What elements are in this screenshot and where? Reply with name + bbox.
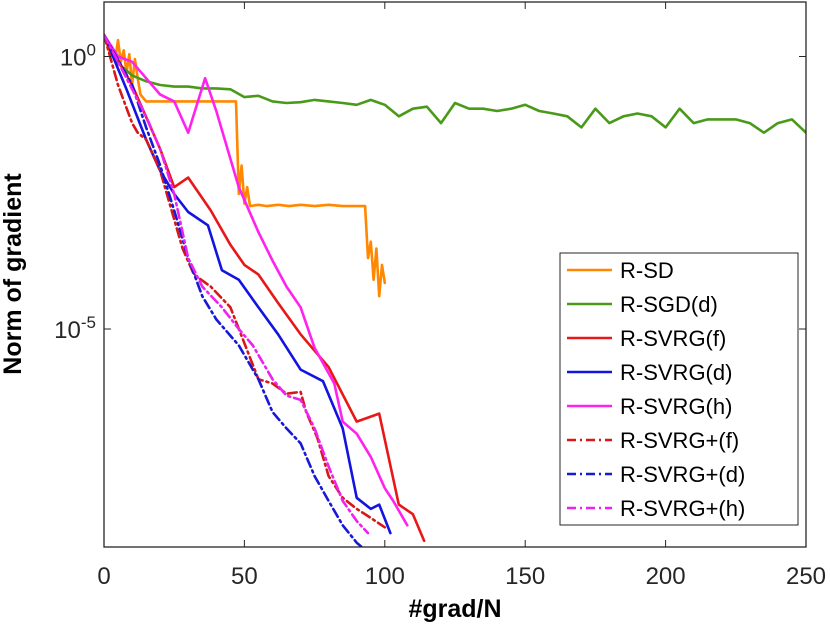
legend-label-r-svrg-h: R-SVRG(h) <box>620 394 732 419</box>
legend-label-r-svrg-d: R-SVRG+(d) <box>620 462 745 487</box>
series-line-r-svrg-f <box>104 33 387 529</box>
x-tick-label: 50 <box>231 563 258 590</box>
ticks-layer: 0 50 100 150 200 250 100 10-5 <box>54 2 826 590</box>
y-tick-label: 10-5 <box>54 313 96 344</box>
legend-label-r-svrg-h: R-SVRG+(h) <box>620 496 745 521</box>
x-axis-label: #grad/N <box>408 595 501 623</box>
x-tick-label: 100 <box>365 563 405 590</box>
series-line-r-svrg-h <box>104 33 409 527</box>
series-line-r-svrg-f <box>104 33 426 543</box>
legend-box <box>559 252 799 526</box>
y-tick-label: 100 <box>60 41 96 72</box>
legend-label-r-sgd-d: R-SGD(d) <box>620 292 718 317</box>
series-line-r-sgd-d <box>104 35 806 134</box>
series-line-r-svrg-h <box>104 33 370 535</box>
series-line-r-svrg-d <box>104 33 392 535</box>
x-tick-label: 200 <box>646 563 686 590</box>
legend-label-r-svrg-d: R-SVRG(d) <box>620 360 732 385</box>
x-tick-label: 150 <box>505 563 545 590</box>
series-line-r-sd <box>104 33 387 298</box>
series-line-r-svrg-d <box>104 33 364 547</box>
y-axis-label: Norm of gradient <box>0 173 27 375</box>
x-tick-label: 0 <box>97 563 110 590</box>
legend-label-r-sd: R-SD <box>620 258 674 283</box>
legend-label-r-svrg-f: R-SVRG(f) <box>620 326 726 351</box>
series-layer <box>104 33 806 547</box>
legend: R-SD R-SGD(d) R-SVRG(f) R-SVRG(d) R-SVRG(h) R… <box>559 252 799 526</box>
legend-label-r-svrg-f: R-SVRG+(f) <box>620 428 739 453</box>
x-tick-label: 250 <box>786 563 826 590</box>
plot-frame <box>103 1 807 548</box>
